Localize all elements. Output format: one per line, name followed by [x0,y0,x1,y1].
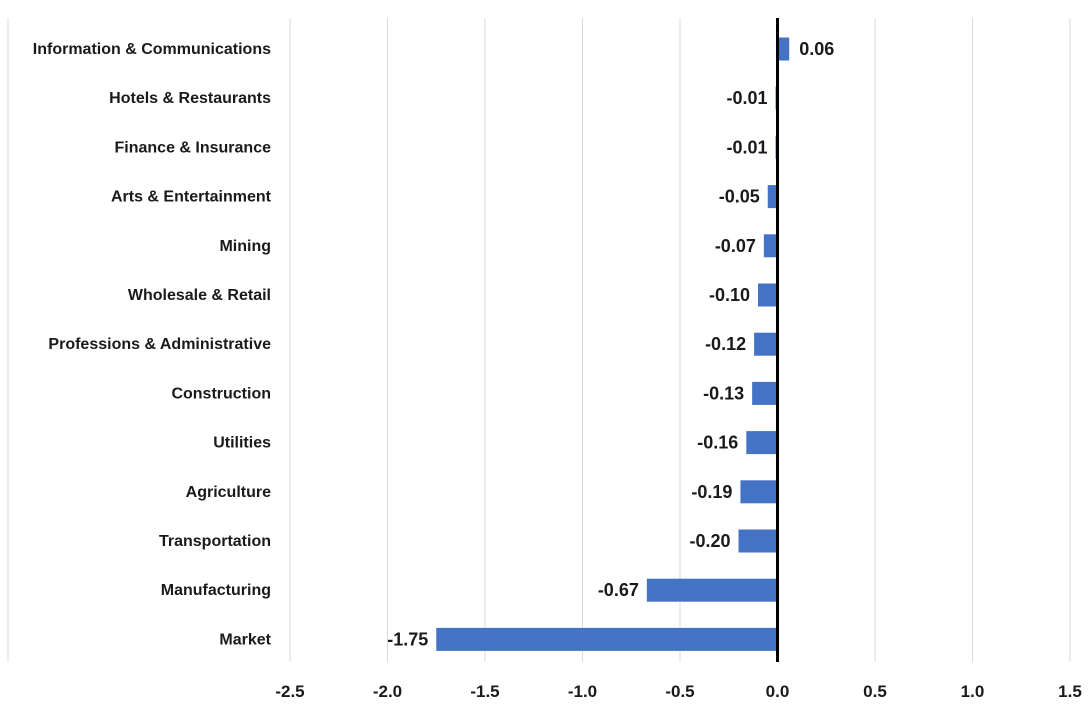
data-labels: 0.06 -0.01 -0.01 -0.05 -0.07 -0.10 -0.12 -0.13 -… [387,39,834,649]
category-label: Transportation [159,533,271,550]
category-label: Finance & Insurance [115,139,272,156]
category-labels: Information & Communications Hotels & Res… [33,41,272,648]
bar [746,431,778,455]
x-tick-label: -0.5 [665,682,694,701]
category-label: Professions & Administrative [48,336,271,353]
bar [777,37,790,61]
x-tick-label: 1.0 [961,682,985,701]
bar [767,185,778,209]
x-axis-tick-labels: -2.5 -2.0 -1.5 -1.0 -0.5 0.0 0.5 1.0 1.5 [275,682,1081,701]
category-label: Hotels & Restaurants [109,90,271,107]
bar [740,480,778,504]
bar [763,234,778,258]
bar [752,381,778,405]
x-tick-label: 0.0 [766,682,790,701]
x-tick-label: -2.5 [275,682,304,701]
data-label: -0.67 [598,580,639,600]
category-label: Market [219,631,271,648]
bar [646,578,778,602]
bar [758,283,778,307]
data-label: -0.19 [691,482,732,502]
data-label: -0.05 [719,187,760,207]
bar [754,332,778,356]
x-tick-label: 1.5 [1058,682,1082,701]
data-label: 0.06 [799,39,834,59]
bars [436,37,790,651]
data-label: -0.01 [727,88,768,108]
bar [436,627,778,651]
category-label: Utilities [213,435,271,452]
data-label: -0.10 [709,285,750,305]
gridlines [289,18,1071,662]
x-tick-label: 0.5 [863,682,887,701]
data-label: -0.07 [715,236,756,256]
category-label: Manufacturing [161,582,271,599]
category-label: Information & Communications [33,41,271,58]
category-label: Construction [171,385,271,402]
category-label: Wholesale & Retail [128,287,271,304]
data-label: -0.12 [705,334,746,354]
bar [738,529,778,553]
data-label: -0.13 [703,383,744,403]
x-tick-label: -2.0 [373,682,402,701]
category-label: Mining [219,238,271,255]
category-label: Arts & Entertainment [111,189,272,206]
x-tick-label: -1.5 [470,682,499,701]
data-label: -0.01 [727,137,768,157]
category-label: Agriculture [186,484,271,501]
x-tick-label: -1.0 [568,682,597,701]
data-label: -0.16 [697,433,738,453]
data-label: -1.75 [387,629,428,649]
data-label: -0.20 [689,531,730,551]
